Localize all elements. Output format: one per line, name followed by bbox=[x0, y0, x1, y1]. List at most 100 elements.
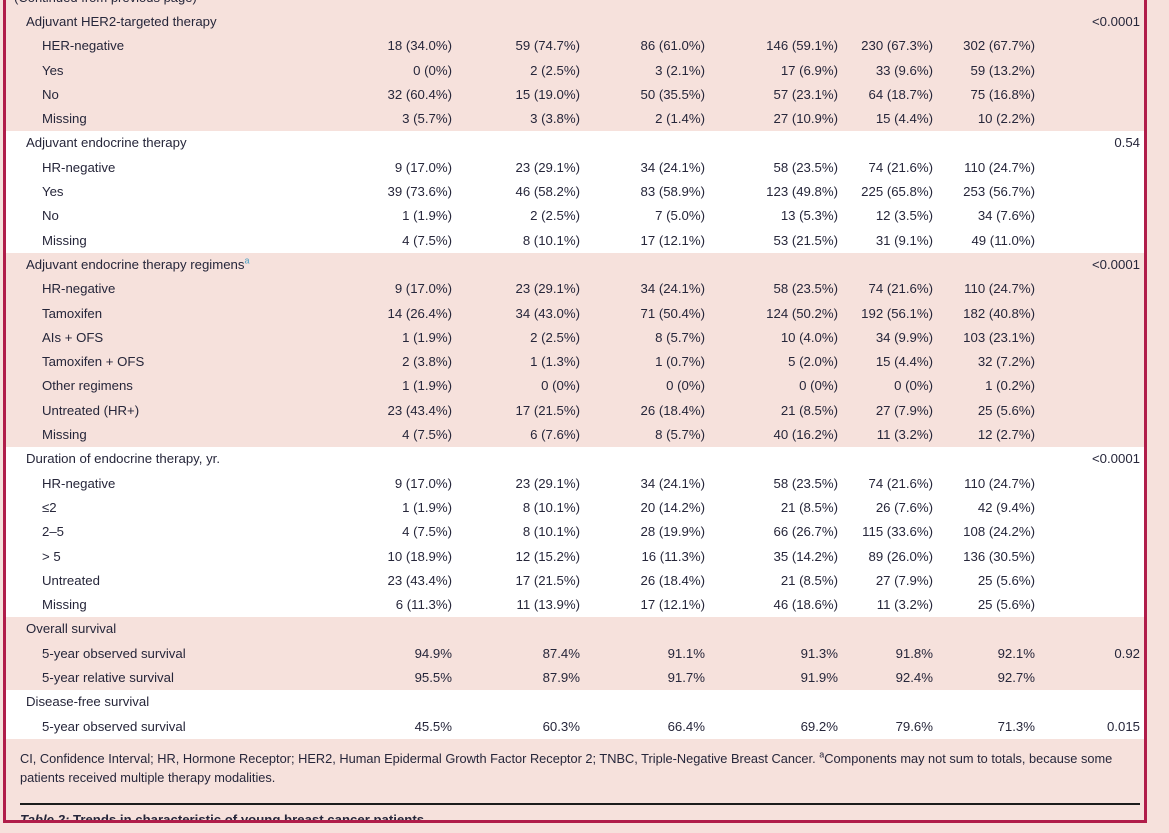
row-label: HR-negative bbox=[42, 475, 116, 491]
row-label: Untreated (HR+) bbox=[42, 402, 140, 418]
empty-cell bbox=[933, 10, 1035, 34]
value-cell: 91.7% bbox=[667, 670, 705, 686]
value-cell: 0 (0%) bbox=[799, 378, 838, 394]
p-value-cell bbox=[1035, 545, 1140, 569]
row-label: HR-negative bbox=[42, 159, 116, 175]
value-cell: 21 (8.5%) bbox=[780, 499, 838, 515]
value-cell: 103 (23.1%) bbox=[963, 329, 1035, 345]
empty-cell bbox=[580, 447, 705, 471]
row-label: Yes bbox=[42, 62, 64, 78]
value-cell: 8 (10.1%) bbox=[522, 524, 580, 540]
value-cell: 86 (61.0%) bbox=[640, 38, 705, 54]
value-cell: 23 (29.1%) bbox=[515, 281, 580, 297]
value-cell: 64 (18.7%) bbox=[868, 86, 933, 102]
empty-cell bbox=[933, 617, 1035, 641]
value-cell: 230 (67.3%) bbox=[861, 38, 933, 54]
section-header-row: Disease-free survival bbox=[6, 690, 1144, 715]
p-value-cell bbox=[1035, 496, 1140, 520]
value-cell: 58 (23.5%) bbox=[773, 475, 838, 491]
value-cell: 17 (12.1%) bbox=[640, 232, 705, 248]
value-cell: 5 (2.0%) bbox=[788, 354, 838, 370]
value-cell: 2 (2.5%) bbox=[530, 329, 580, 345]
value-cell: 35 (14.2%) bbox=[773, 548, 838, 564]
value-cell: 32 (60.4%) bbox=[387, 86, 452, 102]
continued-note-clipped: (Continued from previous page) bbox=[6, 0, 1144, 10]
value-cell: 60.3% bbox=[542, 718, 580, 734]
value-cell: 34 (24.1%) bbox=[640, 281, 705, 297]
empty-cell bbox=[933, 131, 1035, 155]
table-row: Yes 39 (73.6%) 46 (58.2%) 83 (58.9%) 123 (49… bbox=[6, 180, 1144, 205]
value-cell: 110 (24.7%) bbox=[964, 159, 1035, 175]
table-row: 2–5 4 (7.5%) 8 (10.1%) 28 (19.9%) 66 (26.7%)… bbox=[6, 520, 1144, 545]
value-cell: 69.2% bbox=[800, 718, 838, 734]
value-cell: 182 (40.8%) bbox=[963, 305, 1035, 321]
value-cell: 1 (0.7%) bbox=[655, 354, 705, 370]
value-cell: 45.5% bbox=[414, 718, 452, 734]
value-cell: 71 (50.4%) bbox=[640, 305, 705, 321]
value-cell: 17 (12.1%) bbox=[640, 597, 705, 613]
value-cell: 9 (17.0%) bbox=[394, 159, 452, 175]
continued-note-text: (Continued from previous page) bbox=[14, 0, 197, 5]
section-title: Disease-free survival bbox=[6, 690, 352, 714]
value-cell: 27 (7.9%) bbox=[875, 572, 933, 588]
empty-cell bbox=[838, 447, 933, 471]
value-cell: 34 (43.0%) bbox=[515, 305, 580, 321]
value-cell: 192 (56.1%) bbox=[861, 305, 933, 321]
row-label: No bbox=[42, 208, 59, 224]
empty-cell bbox=[838, 617, 933, 641]
value-cell: 23 (29.1%) bbox=[515, 475, 580, 491]
value-cell: 21 (8.5%) bbox=[780, 572, 838, 588]
value-cell: 3 (2.1%) bbox=[655, 62, 705, 78]
p-value-cell bbox=[1035, 302, 1140, 326]
value-cell: 66 (26.7%) bbox=[773, 524, 838, 540]
p-value-cell bbox=[1035, 374, 1140, 398]
p-value-cell bbox=[1035, 83, 1140, 107]
value-cell: 92.4% bbox=[895, 670, 933, 686]
value-cell: 46 (58.2%) bbox=[515, 184, 580, 200]
p-value-cell bbox=[1035, 326, 1140, 350]
empty-cell bbox=[452, 690, 580, 714]
value-cell: 2 (3.8%) bbox=[402, 354, 452, 370]
empty-cell bbox=[838, 10, 933, 34]
footnote-components-text: Components may not sum to totals, becaus… bbox=[20, 750, 1113, 785]
value-cell: 59 (13.2%) bbox=[970, 62, 1035, 78]
value-cell: 12 (3.5%) bbox=[875, 208, 933, 224]
row-label: 5-year relative survival bbox=[42, 670, 174, 686]
value-cell: 8 (10.1%) bbox=[522, 499, 580, 515]
value-cell: 53 (21.5%) bbox=[773, 232, 838, 248]
section-title: Duration of endocrine therapy, yr. bbox=[6, 447, 352, 471]
value-cell: 110 (24.7%) bbox=[964, 475, 1035, 491]
value-cell: 146 (59.1%) bbox=[766, 38, 838, 54]
value-cell: 2 (2.5%) bbox=[530, 62, 580, 78]
table-footnote: CI, Confidence Interval; HR, Hormone Rec… bbox=[6, 738, 1144, 795]
row-label: Other regimens bbox=[42, 378, 133, 394]
value-cell: 27 (7.9%) bbox=[875, 402, 933, 418]
row-label: 5-year observed survival bbox=[42, 718, 186, 734]
value-cell: 91.3% bbox=[800, 645, 838, 661]
value-cell: 23 (43.4%) bbox=[387, 402, 452, 418]
empty-cell bbox=[933, 253, 1035, 277]
p-value-cell bbox=[1035, 399, 1140, 423]
p-value-cell: 0.54 bbox=[1114, 135, 1140, 151]
section-title: Adjuvant endocrine therapy bbox=[6, 131, 352, 155]
value-cell: 12 (2.7%) bbox=[977, 427, 1035, 443]
p-value-cell bbox=[1035, 277, 1140, 301]
value-cell: 23 (29.1%) bbox=[515, 159, 580, 175]
value-cell: 46 (18.6%) bbox=[773, 597, 838, 613]
section-title-text: Disease-free survival bbox=[26, 694, 150, 710]
p-value-cell: <0.0001 bbox=[1091, 14, 1140, 29]
row-label: Missing bbox=[42, 232, 87, 248]
section-title-superscript: a bbox=[244, 255, 250, 266]
empty-cell bbox=[933, 690, 1035, 714]
table-row: Missing 6 (11.3%) 11 (13.9%) 17 (12.1%) 46 (… bbox=[6, 593, 1144, 618]
p-value-cell bbox=[1035, 569, 1140, 593]
value-cell: 39 (73.6%) bbox=[387, 184, 452, 200]
empty-cell bbox=[705, 690, 838, 714]
value-cell: 15 (19.0%) bbox=[515, 86, 580, 102]
value-cell: 8 (10.1%) bbox=[522, 232, 580, 248]
value-cell: 10 (4.0%) bbox=[780, 329, 838, 345]
table-row: AIs + OFS 1 (1.9%) 2 (2.5%) 8 (5.7%) 10 (4.0… bbox=[6, 325, 1144, 351]
value-cell: 21 (8.5%) bbox=[780, 402, 838, 418]
table-caption: Table 2: Trends in characteristic of you… bbox=[6, 804, 1144, 820]
section-title-text: Duration of endocrine therapy, yr. bbox=[26, 451, 221, 467]
